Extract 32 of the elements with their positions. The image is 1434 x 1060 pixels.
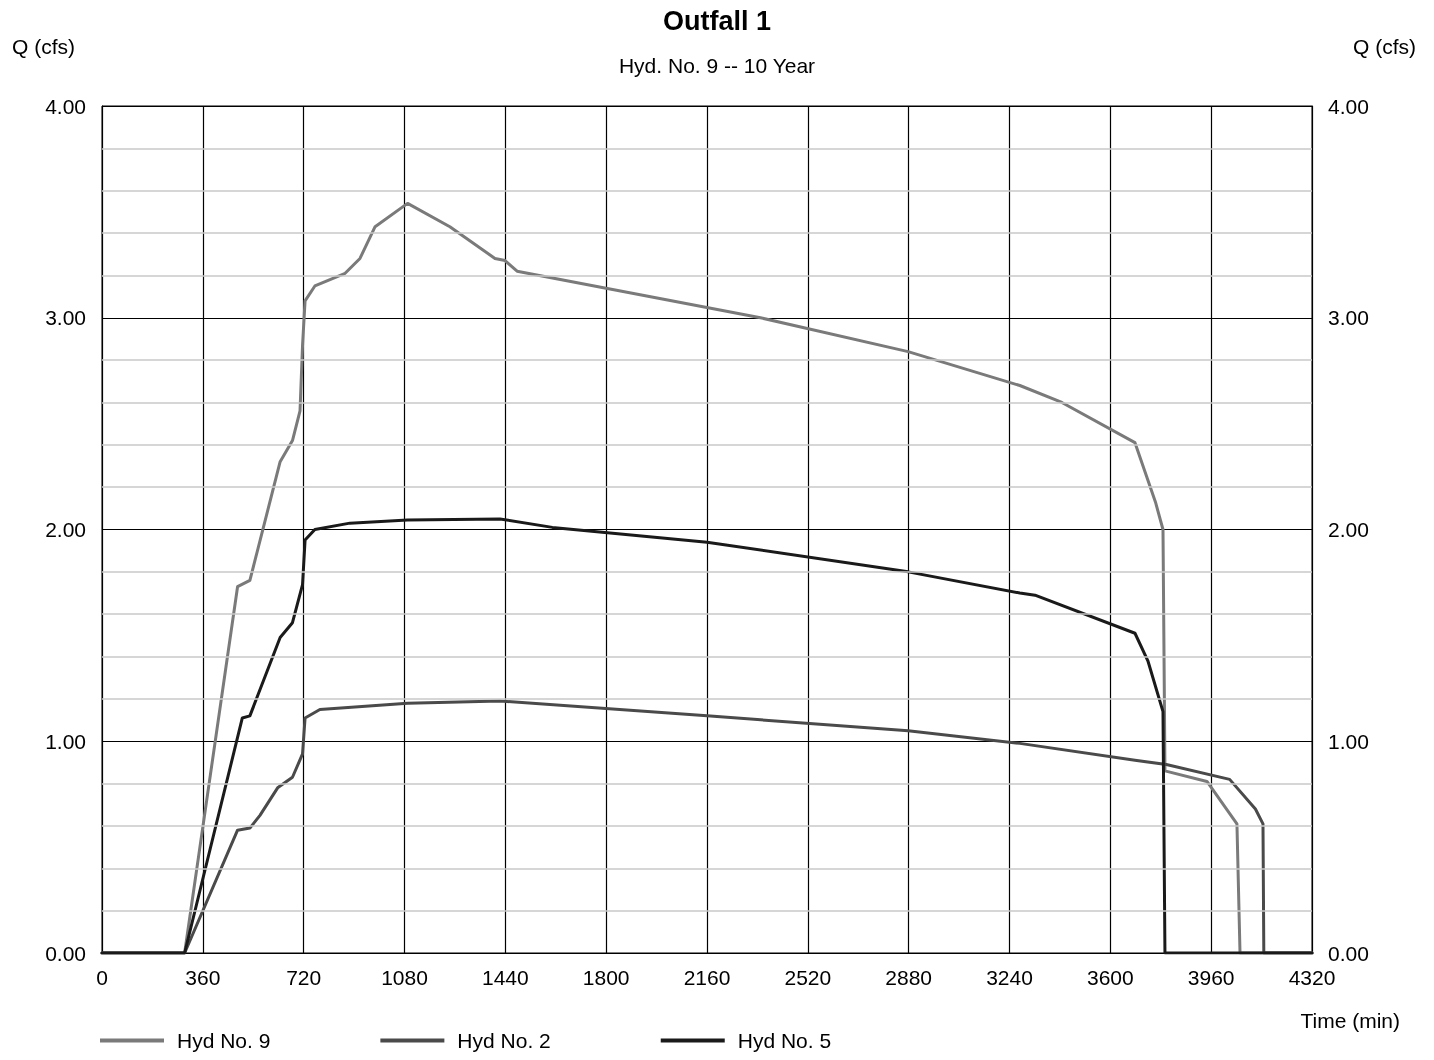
y2-tick-label: 2.00	[1328, 518, 1369, 541]
x-tick-label: 720	[286, 966, 322, 989]
chart-title: Outfall 1	[662, 5, 772, 36]
y-tick-label: 2.00	[45, 518, 86, 541]
y-tick-label: 1.00	[45, 729, 86, 753]
x-tick-label: 3960	[1187, 966, 1235, 989]
x-tick-label: 3240	[986, 966, 1033, 989]
y2-tick-label: 4.00	[1328, 94, 1369, 118]
y-tick-label: 4.00	[45, 94, 86, 118]
x-tick-label: 4320	[1288, 966, 1336, 989]
legend-label: Hyd No. 5	[737, 1029, 832, 1052]
x-tick-label: 3600	[1086, 966, 1134, 989]
x-tick-label: 2880	[885, 966, 933, 989]
y2-tick-label: 1.00	[1328, 729, 1369, 753]
x-axis-title: Time (min)	[1300, 1009, 1400, 1032]
y2-axis-title: Q (cfs)	[1353, 35, 1417, 58]
x-tick-label: 1800	[582, 966, 630, 989]
x-tick-label: 0	[96, 966, 108, 989]
legend-label: Hyd No. 2	[457, 1029, 551, 1052]
chart-subtitle: Hyd. No. 9 -- 10 Year	[618, 54, 816, 77]
line-series	[100, 517, 1314, 955]
y-tick-label: 3.00	[45, 306, 86, 330]
y-axis-title: Q (cfs)	[12, 35, 75, 58]
y2-tick-label: 3.00	[1328, 306, 1369, 330]
x-tick-label: 360	[185, 966, 221, 989]
y-tick-label: 0.00	[45, 941, 86, 965]
x-tick-label: 1080	[381, 966, 428, 989]
y2-tick-label: 0.00	[1328, 941, 1369, 965]
x-tick-label: 1440	[481, 966, 529, 989]
legend-label: Hyd No. 9	[177, 1029, 271, 1052]
x-tick-label: 2160	[683, 966, 731, 989]
x-tick-label: 2520	[784, 966, 832, 989]
